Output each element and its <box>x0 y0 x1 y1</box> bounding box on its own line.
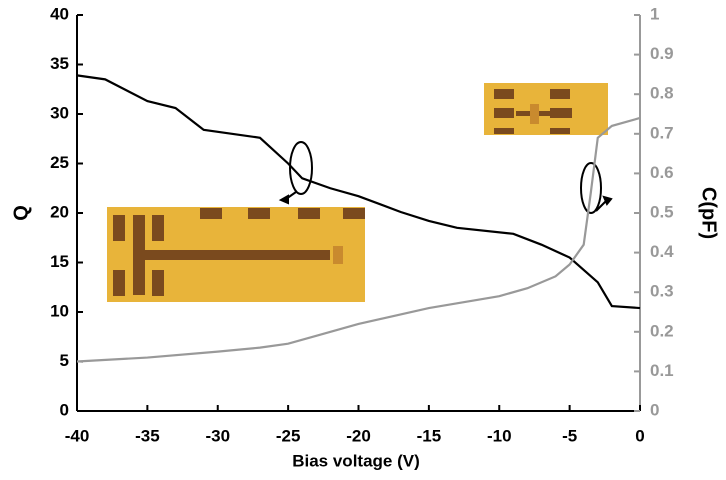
inset-photo-short <box>484 83 608 135</box>
data-line <box>76 74 641 310</box>
y2-tick-label: 0.1 <box>650 361 674 380</box>
y2-tick-label: 1 <box>650 4 659 23</box>
inset-photo-long <box>107 207 365 302</box>
annotation-marks <box>278 141 613 214</box>
y2-tick-label: 0.7 <box>650 123 674 142</box>
x-tick-label: -40 <box>65 426 90 445</box>
x-axis-label: Bias voltage (V) <box>292 451 420 470</box>
y-tick-label: 5 <box>60 351 69 370</box>
x-tick-label: 0 <box>635 426 644 445</box>
y-tick-label: 20 <box>50 202 69 221</box>
y-tick-label: 10 <box>50 301 69 320</box>
y-axis-label: Q <box>10 205 32 221</box>
y-tick-label: 35 <box>50 54 69 73</box>
y2-tick-label: 0.9 <box>650 44 674 63</box>
y2-tick-label: 0.5 <box>650 202 674 221</box>
x-tick-label: -15 <box>417 426 442 445</box>
y2-tick-label: 0.2 <box>650 321 674 340</box>
x-tick-label: -10 <box>487 426 512 445</box>
y-tick-label: 40 <box>50 4 69 23</box>
x-tick-label: -30 <box>205 426 230 445</box>
x-tick-label: -20 <box>346 426 371 445</box>
y2-tick-label: 0.8 <box>650 84 674 103</box>
data-line <box>76 116 641 363</box>
y-tick-label: 15 <box>50 252 69 271</box>
y2-tick-label: 0.4 <box>650 242 674 261</box>
y2-axis-label: C(pF) <box>698 187 720 239</box>
x-tick-label: -35 <box>135 426 160 445</box>
y-tick-label: 0 <box>60 400 69 419</box>
y-tick-label: 25 <box>50 153 69 172</box>
x-tick-label: -5 <box>562 426 577 445</box>
y2-tick-label: 0.3 <box>650 282 674 301</box>
y2-tick-label: 0.6 <box>650 163 674 182</box>
y2-tick-label: 0 <box>650 400 659 419</box>
x-tick-label: -25 <box>276 426 301 445</box>
y-tick-label: 30 <box>50 103 69 122</box>
